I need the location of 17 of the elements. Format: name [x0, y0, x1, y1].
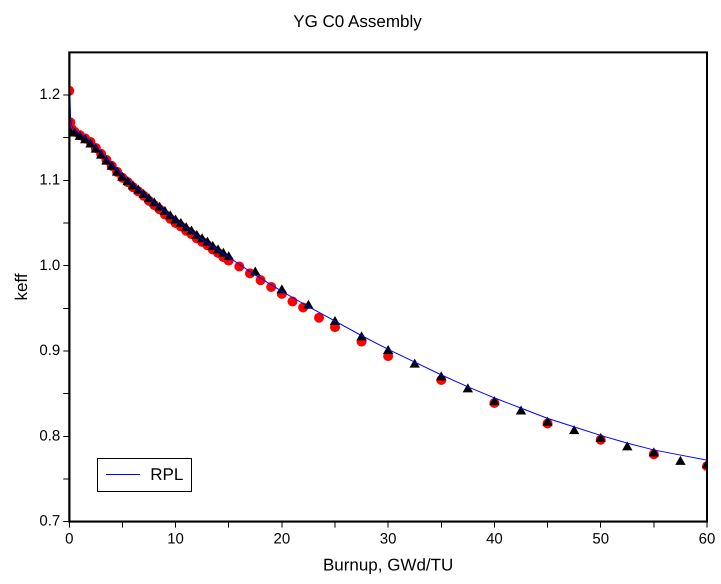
y-tick-label: 0.9	[39, 342, 60, 360]
x-tick-label: 30	[380, 530, 396, 548]
x-tick-label: 0	[65, 530, 74, 548]
y-tick-label: 1.0	[39, 256, 60, 274]
y-tick-label: 0.8	[39, 427, 60, 444]
x-tick-label: 60	[698, 530, 716, 548]
y-axis-title: keff	[12, 273, 31, 301]
x-tick-label: 40	[486, 530, 503, 548]
x-axis-title: Burnup, GWd/TU	[322, 555, 454, 574]
x-tick-label: 10	[167, 530, 184, 548]
y-tick-label: 0.7	[39, 512, 60, 530]
y-tick-label: 1.1	[39, 172, 60, 189]
chart-title: YG C0 Assembly	[293, 12, 422, 31]
x-tick-label: 50	[592, 530, 610, 548]
y-tick-label: 1.2	[39, 86, 60, 104]
legend-label: RPL	[150, 464, 184, 485]
x-tick-label: 20	[273, 530, 290, 548]
